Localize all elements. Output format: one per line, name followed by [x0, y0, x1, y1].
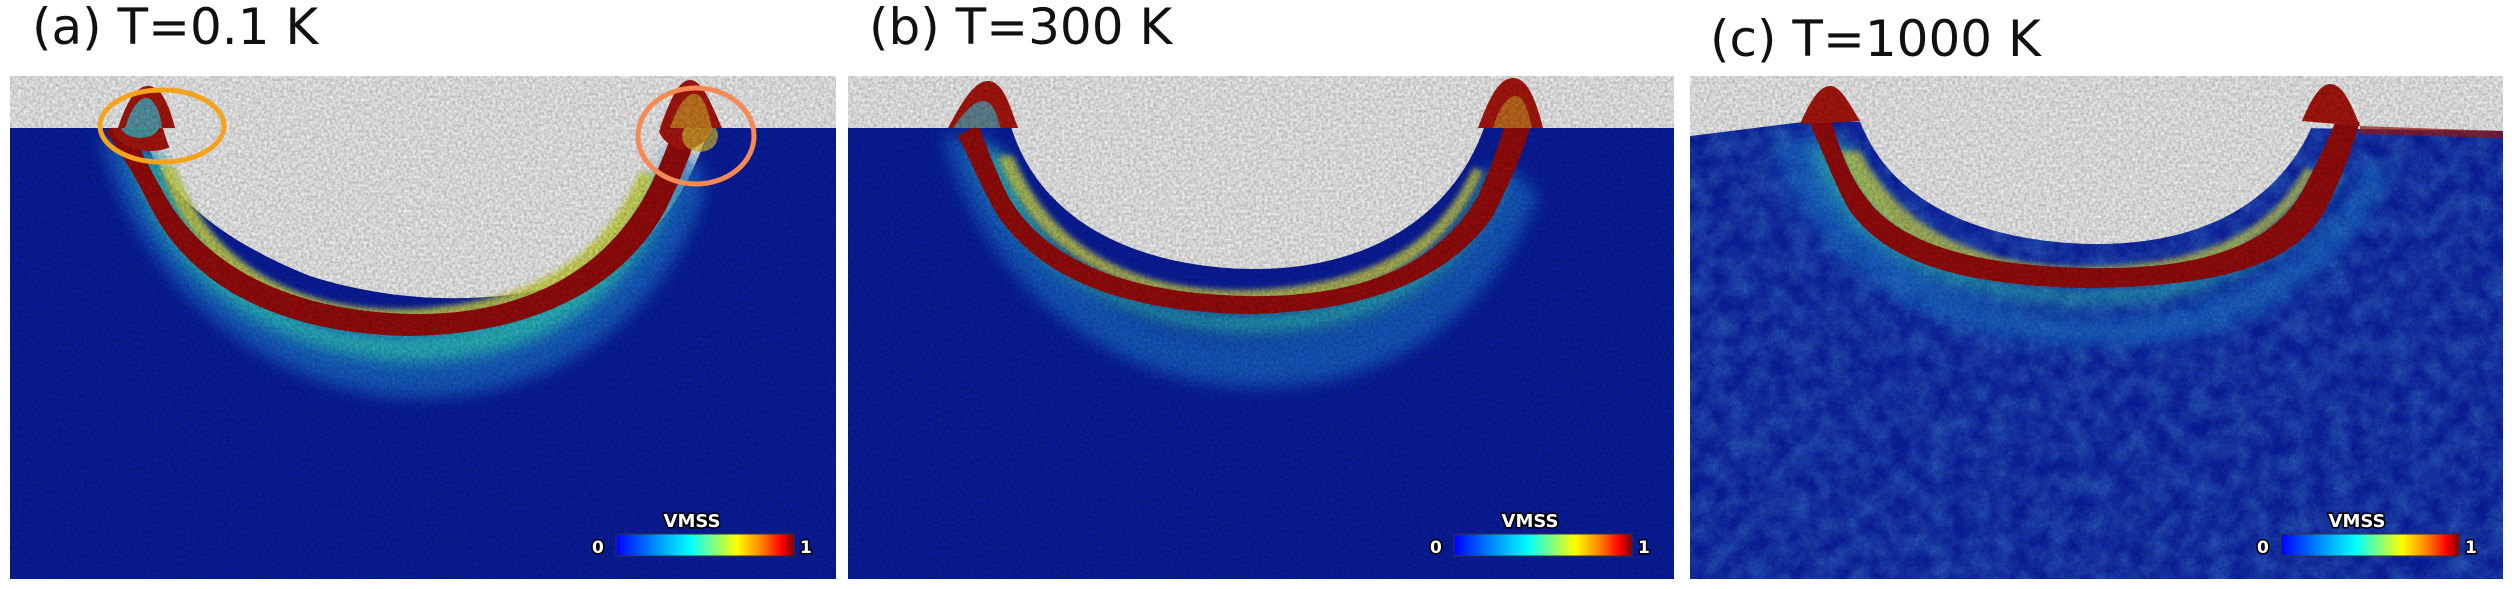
highlight-ellipse-right: [635, 85, 757, 187]
panel-a-colorbar: VMSS 0 1: [591, 510, 814, 560]
panel-c-simulation: VMSS 0 1: [1690, 76, 2503, 579]
panel-a-colorbar-min: 0: [592, 538, 604, 558]
panel-b-colorbar-label: VMSS: [1502, 511, 1559, 532]
panel-b-colorbar: VMSS 0 1: [1429, 510, 1652, 560]
panel-c-colorbar-min: 0: [2257, 538, 2269, 558]
panel-a-title: (a) T=0.1 K: [32, 0, 319, 56]
panel-a-colorbar-label: VMSS: [664, 511, 721, 532]
panel-c-colorbar-max: 1: [2465, 538, 2477, 558]
highlight-ellipse-left: [97, 87, 227, 165]
panel-a-colorbar-max: 1: [800, 538, 812, 558]
panel-c-title: (c) T=1000 K: [1710, 10, 2041, 68]
panel-b-simulation: VMSS 0 1: [848, 76, 1674, 579]
panel-c-colorbar-gradient: [2280, 533, 2460, 557]
panel-b-colorbar-max: 1: [1638, 538, 1650, 558]
panel-b-colorbar-min: 0: [1430, 538, 1442, 558]
panel-b-title: (b) T=300 K: [869, 0, 1173, 56]
panel-b-colorbar-gradient: [1453, 533, 1633, 557]
panel-c-colorbar: VMSS 0 1: [2256, 510, 2479, 560]
panel-a-colorbar-gradient: [615, 533, 795, 557]
panel-a-simulation: VMSS 0 1: [10, 76, 836, 579]
panel-c-colorbar-label: VMSS: [2329, 511, 2386, 532]
